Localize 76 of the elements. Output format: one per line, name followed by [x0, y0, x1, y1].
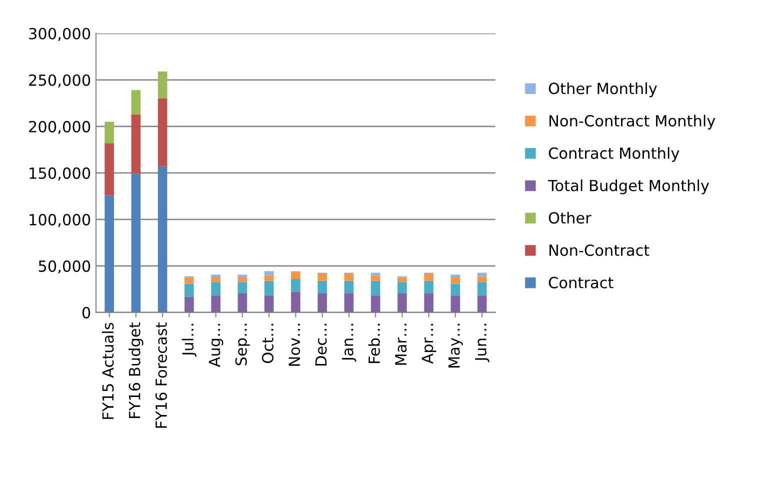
bar: [424, 273, 434, 281]
bar: [398, 277, 407, 282]
legend-label: Total Budget Monthly: [548, 179, 710, 194]
bar: [424, 293, 434, 312]
x-tick-label: May…: [448, 324, 463, 368]
x-tick-label: Jul…: [182, 324, 196, 357]
bar: [184, 284, 194, 297]
x-tick-label: Apr…: [422, 324, 436, 364]
bar: [450, 284, 460, 296]
bar: [318, 280, 327, 294]
y-tick-label: 300,000: [29, 28, 90, 41]
bar: [344, 293, 354, 312]
y-tick-label: 100,000: [30, 214, 90, 227]
legend-label: Non-Contract Monthly: [550, 114, 716, 130]
bar: [344, 273, 354, 281]
bar: [104, 143, 114, 196]
bar: [238, 276, 248, 282]
bar: [424, 280, 434, 294]
bar: [318, 293, 327, 312]
bar: [450, 295, 460, 312]
bar: [264, 280, 274, 296]
bar: [398, 282, 407, 294]
legend-label: Other Monthly: [548, 82, 657, 98]
bar: [477, 282, 487, 296]
x-tick-label: Nov…: [288, 324, 300, 366]
x-tick-label: Jan…: [342, 324, 356, 362]
x-tick-label: FY15 Actuals: [102, 322, 114, 419]
bar: [370, 295, 380, 312]
bar: [158, 98, 168, 166]
x-tick-label: Feb…: [368, 324, 380, 363]
bar: [450, 276, 460, 284]
bar: [131, 90, 141, 114]
legend-label: Contract: [548, 276, 614, 288]
bar: [291, 272, 300, 280]
bar: [158, 166, 168, 312]
bar: [398, 293, 407, 312]
y-tick-label: 200,000: [29, 120, 90, 134]
bar: [131, 174, 141, 312]
x-tick-label: Aug…: [208, 324, 224, 368]
x-tick-label: Oct…: [262, 324, 274, 363]
y-tick-label: 50,000: [38, 260, 90, 274]
bar: [264, 271, 274, 276]
bar: [104, 195, 114, 312]
y-tick-label: 150,000: [30, 167, 90, 180]
bar: [264, 275, 274, 281]
x-tick-label: Dec…: [315, 324, 327, 366]
y-tick-label: 0: [82, 306, 90, 318]
x-tick-label: Jun…: [475, 324, 490, 362]
bar: [211, 276, 220, 282]
bar: [238, 293, 248, 312]
bar: [291, 292, 300, 312]
bar: [291, 279, 300, 292]
bar: [184, 296, 194, 312]
bar: [184, 277, 194, 284]
bar: [477, 295, 487, 312]
bar: [318, 273, 327, 281]
legend-label: Contract Monthly: [548, 147, 680, 162]
x-tick-label: Sep…: [235, 324, 250, 366]
x-tick-label: FY16 Forecast: [155, 322, 167, 428]
bar: [370, 280, 380, 296]
bar: [238, 282, 248, 294]
bar: [131, 114, 141, 174]
x-tick-label: Mar…: [395, 324, 407, 365]
legend-label: Other: [548, 212, 592, 224]
x-tick-label: FY16 Budget: [128, 322, 144, 418]
bar: [104, 122, 114, 144]
y-tick-label: 250,000: [29, 74, 90, 88]
bar: [211, 295, 220, 312]
bar: [344, 280, 354, 294]
bar: [370, 275, 380, 281]
bar: [477, 276, 487, 282]
legend-label: Non-Contract: [550, 244, 650, 256]
bar: [477, 272, 487, 276]
bar: [264, 295, 274, 312]
bar: [158, 72, 168, 98]
bar: [211, 282, 220, 296]
